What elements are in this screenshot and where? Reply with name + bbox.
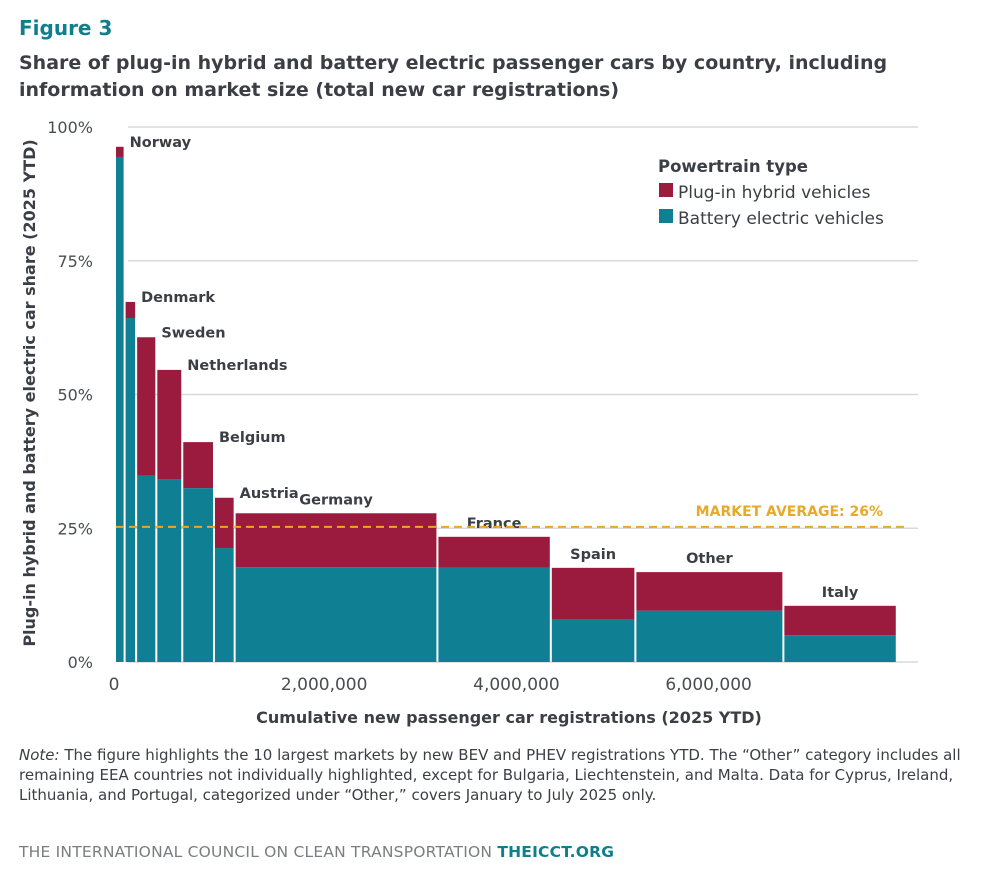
- country-label: Austria: [240, 486, 299, 502]
- country-label: Norway: [130, 135, 192, 151]
- legend-swatch-bev: [659, 209, 673, 223]
- bar-bev-other: [636, 610, 783, 662]
- x-tick-label: 6,000,000: [665, 675, 752, 695]
- country-label: Belgium: [219, 430, 286, 446]
- footer-org-name: THE INTERNATIONAL COUNCIL ON CLEAN TRANS…: [19, 843, 493, 861]
- country-label: Italy: [822, 585, 859, 601]
- country-label: Netherlands: [187, 358, 287, 374]
- x-tick-label: 4,000,000: [473, 675, 560, 695]
- bar-phev-belgium: [183, 442, 213, 489]
- bar-bev-norway: [116, 156, 124, 662]
- country-label: Germany: [299, 492, 373, 508]
- bar-bev-france: [438, 567, 550, 662]
- x-tick-label: 2,000,000: [281, 675, 368, 695]
- footer-site-link[interactable]: THEICCT.ORG: [497, 843, 615, 861]
- bar-phev-norway: [116, 146, 124, 157]
- legend: Powertrain type Plug-in hybrid vehicles …: [658, 157, 884, 229]
- bar-phev-italy: [784, 605, 896, 636]
- country-label: Denmark: [141, 290, 215, 306]
- y-axis-title: Plug-in hybrid and battery electric car …: [20, 139, 39, 646]
- bar-bev-italy: [784, 635, 896, 662]
- note-label: Note:: [19, 746, 60, 764]
- bar-phev-sweden: [137, 337, 156, 476]
- y-axis-ticks: 0% 25% 50% 75% 100%: [47, 118, 93, 672]
- bar-phev-germany: [235, 513, 437, 568]
- bar-bev-germany: [235, 567, 437, 662]
- bar-phev-spain: [551, 567, 635, 620]
- bar-phev-france: [438, 536, 550, 568]
- bar-bev-spain: [551, 619, 635, 662]
- bars: [116, 146, 896, 662]
- x-axis-ticks: 0 2,000,000 4,000,000 6,000,000: [109, 675, 752, 695]
- bar-bev-denmark: [125, 317, 136, 662]
- bar-phev-austria: [214, 497, 234, 549]
- footer: THE INTERNATIONAL COUNCIL ON CLEAN TRANS…: [19, 843, 614, 861]
- bar-bev-austria: [214, 548, 234, 662]
- x-axis-title: Cumulative new passenger car registratio…: [256, 708, 762, 727]
- y-tick-label: 50%: [57, 386, 93, 405]
- bar-phev-other: [636, 572, 783, 611]
- chart-note: Note: The figure highlights the 10 large…: [19, 745, 979, 805]
- country-label: France: [467, 516, 522, 532]
- chart-title: Share of plug-in hybrid and battery elec…: [19, 52, 888, 101]
- note-text: The figure highlights the 10 largest mar…: [19, 746, 961, 804]
- country-label: Sweden: [161, 325, 225, 341]
- legend-label-bev: Battery electric vehicles: [678, 209, 884, 229]
- y-tick-label: 100%: [47, 118, 93, 137]
- legend-title: Powertrain type: [658, 157, 808, 176]
- legend-swatch-phev: [659, 183, 673, 197]
- y-tick-label: 0%: [68, 653, 93, 672]
- country-labels: Norway Denmark Sweden Netherlands Belgium Aus…: [130, 135, 859, 601]
- bar-bev-belgium: [183, 488, 213, 662]
- chart: 0% 25% 50% 75% 100% Norway Denmark Sweden Nethe…: [20, 118, 918, 727]
- bar-bev-netherlands: [157, 479, 182, 662]
- market-average-label: MARKET AVERAGE: 26%: [696, 504, 883, 520]
- y-tick-label: 75%: [57, 252, 93, 271]
- country-label: Spain: [570, 547, 616, 563]
- market-average-line-group: MARKET AVERAGE: 26%: [116, 504, 905, 528]
- bar-phev-denmark: [125, 301, 136, 318]
- country-label: Other: [686, 551, 733, 567]
- x-tick-label: 0: [109, 675, 120, 695]
- legend-label-phev: Plug-in hybrid vehicles: [678, 183, 871, 203]
- y-tick-label: 25%: [57, 519, 93, 538]
- bar-bev-sweden: [137, 475, 156, 662]
- bar-phev-netherlands: [157, 369, 182, 480]
- figure-label: Figure 3: [19, 16, 113, 40]
